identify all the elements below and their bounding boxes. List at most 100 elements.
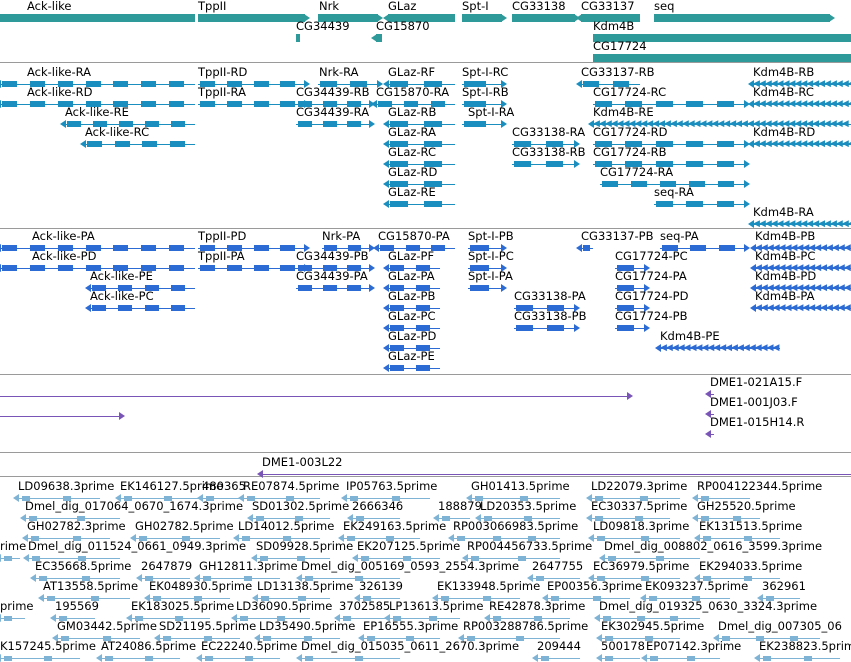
feature-ests[interactable]: Dmel_dig_011524_0661_0949.3prime [23, 540, 256, 564]
feature-transcripts[interactable]: Spt-I-RB [462, 86, 514, 110]
feature-ests[interactable]: RP004456733.5prime [462, 540, 603, 564]
feature-proteins[interactable]: Kdm4B-PC ◀◀◀◀◀◀◀◀◀◀◀◀◀◀◀◀ [750, 250, 851, 274]
feature-transcripts[interactable]: Kdm4B-RD ◀◀◀◀◀◀◀◀◀◀◀◀◀◀◀◀◀ [748, 126, 851, 150]
feature-ests[interactable]: EK302945.5prime [596, 620, 711, 644]
feature-ests[interactable]: Dmel_dig_005169_0593_2554.3prime [296, 560, 529, 584]
feature-transcripts[interactable]: GLaz-RC [383, 146, 455, 170]
feature-ests[interactable]: 2666346 [347, 500, 403, 524]
feature-ests[interactable]: AT24086.5prime [96, 640, 201, 662]
feature-genes[interactable]: CG33138 [512, 0, 580, 24]
feature-transcripts[interactable]: Kdm4B-RC ◀◀◀◀◀◀◀◀◀◀◀◀◀◀◀◀◀ [748, 86, 851, 110]
feature-ests[interactable]: Dmel_dig_008802_0616_3599.3prime [599, 540, 830, 564]
feature-transcripts[interactable]: GLaz-RE [383, 186, 455, 210]
feature-ests[interactable]: RP003288786.5prime [458, 620, 599, 644]
feature-ests[interactable]: 500178 [596, 640, 645, 662]
feature-proteins[interactable]: TppII-PA [198, 250, 310, 274]
feature-proteins[interactable]: CG33138-PA [514, 290, 590, 314]
feature-proteins[interactable]: CG33138-PB [514, 310, 590, 334]
feature-ests[interactable]: LD09818.3prime [588, 520, 693, 544]
feature-ests[interactable]: EK183025.5prime [126, 600, 237, 624]
feature-genes[interactable]: CG33137 [576, 0, 640, 24]
feature-ests[interactable]: LD14012.5prime [233, 520, 342, 544]
feature-ests[interactable]: LD22079.3prime [586, 480, 691, 504]
feature-ests[interactable]: 2647879 [136, 560, 192, 584]
feature-ests[interactable]: prime [0, 600, 34, 624]
feature-ests[interactable]: GH25520.5prime [692, 500, 801, 524]
feature-ests[interactable]: GH02782.3prime [22, 520, 131, 544]
feature-ests[interactable]: GH01413.5prime [466, 480, 571, 504]
feature-genes[interactable]: Kdm4B [593, 20, 851, 44]
feature-clones[interactable]: DME1-021A15.F [705, 376, 802, 400]
feature-proteins[interactable]: GLaz-PA [383, 270, 440, 294]
feature-transcripts[interactable]: TppII-RD [198, 66, 310, 90]
feature-ests[interactable]: Dmel_dig_019325_0630_3324.3prime [594, 600, 827, 624]
feature-proteins[interactable]: Spt-I-PA [468, 270, 520, 294]
feature-ests[interactable]: EK207125.5prime [352, 540, 467, 564]
feature-genes[interactable]: CG17724 [593, 40, 851, 64]
feature-transcripts[interactable]: Spt-I-RA [462, 106, 520, 130]
feature-proteins[interactable]: Kdm4B-PB ◀◀◀◀◀◀◀◀◀◀◀◀◀◀◀◀ [750, 230, 851, 254]
feature-proteins[interactable]: Nrk-PA [322, 230, 375, 254]
feature-genes[interactable]: CG15870 [371, 20, 434, 44]
feature-ests[interactable]: EP07142.3prime [641, 640, 746, 662]
feature-proteins[interactable]: Spt-I-PC [468, 250, 520, 274]
feature-ests[interactable]: GH02782.5prime [130, 520, 239, 544]
feature-ests[interactable]: EK249163.5prime [338, 520, 453, 544]
feature-proteins[interactable]: TppII-PD [198, 230, 310, 254]
feature-transcripts[interactable]: TppII-RA [198, 86, 310, 110]
feature-ests[interactable]: K157245.5prime [0, 640, 100, 662]
feature-ests[interactable]: EP16555.3prime [358, 620, 463, 644]
feature-proteins[interactable]: GLaz-PB [383, 290, 440, 314]
feature-ests[interactable]: SD01302.5prime [247, 500, 352, 524]
feature-genes[interactable]: Spt-I [462, 0, 507, 24]
feature-proteins[interactable]: CG17724-PD [615, 290, 691, 314]
feature-proteins[interactable]: GLaz-PC [383, 310, 440, 334]
feature-transcripts[interactable]: CG17724-RD [593, 126, 750, 150]
feature-ests[interactable]: RP004122344.5prime [692, 480, 827, 504]
feature-clones[interactable]: DME1-003L22 [257, 456, 851, 480]
feature-ests[interactable]: AT13558.5prime [38, 580, 147, 604]
feature-proteins[interactable]: Kdm4B-PD ◀◀◀◀◀◀◀◀◀◀◀◀◀◀◀◀ [750, 270, 851, 294]
feature-proteins[interactable]: GLaz-PE [383, 350, 440, 374]
feature-genes[interactable]: GLaz [383, 0, 455, 24]
feature-transcripts[interactable]: Kdm4B-RA ◀◀◀◀◀◀◀◀◀◀◀◀◀◀◀◀◀ [748, 206, 851, 230]
feature-ests[interactable]: EK294033.5prime [694, 560, 809, 584]
feature-ests[interactable]: SD09928.5prime [251, 540, 356, 564]
feature-ests[interactable]: 2647755 [527, 560, 583, 584]
feature-ests[interactable]: IP05763.5prime [341, 480, 442, 504]
feature-proteins[interactable]: Ack-like-PD [0, 250, 195, 274]
feature-transcripts[interactable]: GLaz-RB [383, 106, 455, 130]
feature-ests[interactable]: Dmel_dig_017064_0670_1674.3prime [20, 500, 250, 524]
feature-ests[interactable]: 326139 [354, 580, 403, 604]
feature-ests[interactable]: EC22240.5prime [196, 640, 301, 662]
feature-transcripts[interactable]: CG34439-RB [296, 86, 375, 110]
feature-transcripts[interactable]: CG17724-RB [593, 146, 750, 170]
feature-ests[interactable]: RP003066983.5prime [448, 520, 591, 544]
feature-proteins[interactable]: seq-PA [660, 230, 750, 254]
feature-ests[interactable]: GM03442.5prime [52, 620, 161, 644]
feature-proteins[interactable]: CG33137-PB [576, 230, 657, 254]
feature-ests[interactable]: EC36979.5prime [588, 560, 693, 584]
feature-ests[interactable]: 209444 [532, 640, 581, 662]
feature-transcripts[interactable]: CG15870-RA [371, 86, 455, 110]
feature-ests[interactable]: EK146127.5prime [115, 480, 223, 504]
feature-proteins[interactable]: CG17724-PA [615, 270, 691, 294]
feature-proteins[interactable]: Ack-like-PA [0, 230, 195, 254]
feature-transcripts[interactable]: Ack-like-RC [80, 126, 195, 150]
feature-genes[interactable]: TppII [198, 0, 310, 24]
feature-transcripts[interactable]: Ack-like-RD [0, 86, 195, 110]
feature-transcripts[interactable]: GLaz-RD [383, 166, 455, 190]
feature-transcripts[interactable]: Kdm4B-RB ◀◀◀◀◀◀◀◀◀◀◀◀◀◀◀◀◀ [748, 66, 851, 90]
feature-ests[interactable]: 188879 [433, 500, 482, 524]
feature-ests[interactable]: LD36090.5prime [231, 600, 338, 624]
feature-transcripts[interactable]: Ack-like-RA [0, 66, 195, 90]
feature-transcripts[interactable]: Kdm4B-RE ◀◀◀◀◀◀◀◀◀◀◀◀◀◀◀◀◀◀◀◀◀◀◀◀◀◀◀◀◀◀◀◀… [588, 106, 851, 130]
feature-ests[interactable]: LD13138.5prime [252, 580, 359, 604]
feature-proteins[interactable]: Kdm4B-PE ◀◀◀◀◀◀◀◀◀◀◀◀◀◀◀◀◀◀◀◀ [655, 330, 780, 354]
feature-ests[interactable]: rime [0, 540, 26, 564]
feature-ests[interactable]: 362961 [757, 580, 806, 604]
feature-ests[interactable]: SD21195.5prime [154, 620, 261, 644]
feature-transcripts[interactable]: Ack-like-RE [60, 106, 195, 130]
feature-clones[interactable]: DME1-015H14.R [705, 416, 804, 440]
feature-proteins[interactable]: CG15870-PA [373, 230, 455, 254]
